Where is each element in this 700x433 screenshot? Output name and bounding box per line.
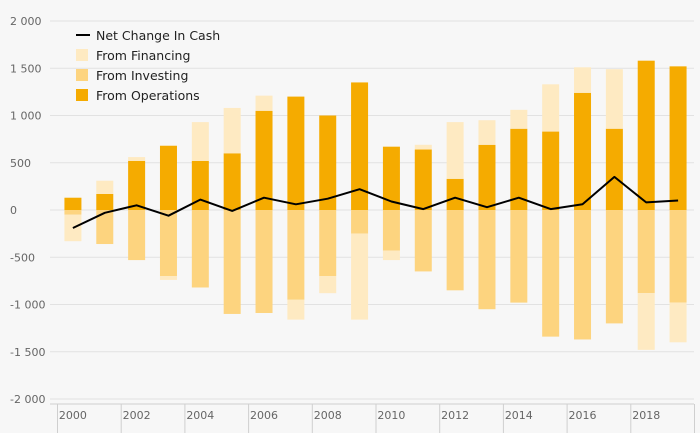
bar-from-financing: [96, 180, 114, 194]
bar-from-operations: [510, 128, 528, 210]
bar-from-operations: [446, 178, 464, 210]
y-tick-label: -1 000: [10, 299, 45, 312]
legend-label-from-investing: From Investing: [96, 68, 188, 83]
y-tick-label: 1 000: [10, 110, 42, 123]
bar-from-investing: [542, 210, 560, 337]
bar-from-investing: [159, 210, 177, 277]
legend-label-from-operations: From Operations: [96, 88, 200, 103]
x-tick-label: 2002: [123, 409, 151, 422]
bar-from-financing: [351, 233, 369, 320]
x-axis: 2000 2002 2004 2006 2008 2010 2012 2014 2016 2018: [50, 403, 695, 433]
bar-from-operations: [351, 82, 369, 210]
bar-from-financing: [669, 302, 687, 343]
grid-lines: [50, 20, 694, 400]
legend-label-from-financing: From Financing: [96, 48, 190, 63]
bar-from-financing: [382, 250, 400, 261]
legend: Net Change In Cash From Financing From Inv…: [76, 28, 220, 103]
bar-from-operations: [128, 160, 146, 210]
bar-from-operations: [382, 146, 400, 210]
x-tick-label: 2018: [632, 409, 660, 422]
bar-from-investing: [287, 210, 305, 300]
bar-from-financing: [574, 67, 592, 93]
bar-from-financing: [319, 276, 337, 294]
legend-swatch-from-operations: [76, 89, 88, 101]
bar-from-investing: [351, 210, 369, 234]
bar-from-financing: [542, 84, 560, 132]
bar-from-operations: [605, 128, 623, 210]
bar-from-investing: [574, 210, 592, 340]
bar-from-operations: [287, 96, 305, 210]
bar-from-operations: [637, 60, 655, 210]
bar-from-financing: [223, 107, 241, 154]
bar-from-investing: [605, 210, 623, 324]
x-tick-label: 2014: [505, 409, 533, 422]
x-tick-label: 2010: [377, 409, 405, 422]
bar-from-operations: [542, 131, 560, 210]
bar-from-operations: [64, 197, 82, 210]
y-tick-label: -2 000: [10, 393, 45, 406]
bar-from-investing: [255, 210, 273, 314]
bar-from-investing: [64, 210, 82, 215]
bar-from-financing: [478, 120, 496, 145]
bar-from-financing: [191, 122, 209, 161]
bar-from-financing: [637, 293, 655, 350]
bar-from-investing: [669, 210, 687, 303]
bar-from-investing: [319, 210, 337, 277]
bar-from-financing: [446, 122, 464, 179]
net-change-line: [72, 175, 679, 229]
bar-from-operations: [223, 153, 241, 210]
bar-from-financing: [255, 95, 273, 111]
bar-from-investing: [446, 210, 464, 291]
bar-from-investing: [414, 210, 432, 272]
y-tick-label: 500: [10, 157, 31, 170]
bar-from-operations: [478, 144, 496, 210]
legend-swatch-from-investing: [76, 69, 88, 81]
bar-from-operations: [574, 92, 592, 210]
legend-label-net-change-in-cash: Net Change In Cash: [96, 28, 220, 43]
bar-from-financing: [605, 69, 623, 129]
bar-from-financing: [510, 109, 528, 129]
y-tick-label: 0: [10, 204, 17, 217]
bar-from-operations: [159, 145, 177, 210]
bar-from-financing: [414, 144, 432, 150]
bar-from-investing: [96, 210, 114, 245]
y-tick-label: 1 500: [10, 62, 42, 75]
bar-from-investing: [478, 210, 496, 310]
x-tick-label: 2000: [59, 409, 87, 422]
x-tick-label: 2006: [250, 409, 278, 422]
bar-from-investing: [128, 210, 146, 261]
bar-from-financing: [159, 276, 177, 280]
y-tick-label: -500: [10, 251, 35, 264]
bar-from-operations: [96, 193, 114, 210]
x-tick-label: 2004: [186, 409, 214, 422]
bar-from-financing: [287, 299, 305, 320]
bar-from-investing: [223, 210, 241, 314]
legend-swatch-from-financing: [76, 49, 88, 61]
net-change-line-layer: [72, 175, 679, 229]
bar-from-investing: [637, 210, 655, 294]
bar-from-operations: [191, 160, 209, 210]
bar-from-investing: [191, 210, 209, 288]
y-axis-ticks: 2 000 1 500 1 000 500 0 -500 -1 000 -1 500 -2 00…: [10, 15, 45, 406]
bar-from-investing: [382, 210, 400, 251]
bar-from-operations: [669, 66, 687, 210]
bar-series: [64, 60, 687, 350]
y-tick-label: 2 000: [10, 15, 42, 28]
bar-from-operations: [414, 149, 432, 210]
y-tick-label: -1 500: [10, 346, 45, 359]
x-tick-label: 2012: [441, 409, 469, 422]
x-tick-label: 2008: [314, 409, 342, 422]
bar-from-financing: [128, 157, 146, 161]
bar-from-operations: [255, 110, 273, 210]
x-tick-label: 2016: [569, 409, 597, 422]
bar-from-investing: [510, 210, 528, 303]
bar-from-operations: [319, 115, 337, 210]
